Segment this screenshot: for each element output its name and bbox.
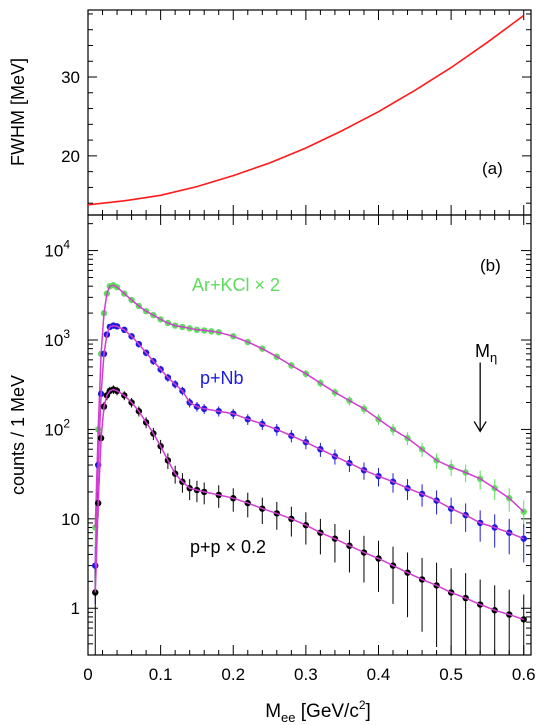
- series-pnb: [92, 322, 527, 604]
- y-tick-label: 102: [44, 416, 70, 439]
- data-point: [520, 616, 527, 623]
- panel-b: 1 10 102 103 104 0 0.1 0.2 0.3 0.4 0.5 0.6 counts …: [8, 214, 536, 725]
- y-tick-label: 20: [61, 147, 80, 166]
- data-point: [92, 589, 99, 596]
- fwhm-curve: [87, 14, 525, 206]
- panel-a-ylabel: FWHM [MeV]: [8, 58, 28, 166]
- y-tick-label: 30: [61, 68, 80, 87]
- x-tick-label: 0.2: [221, 665, 245, 684]
- x-tick-label: 0.3: [294, 665, 318, 684]
- panel-b-series: [92, 282, 527, 655]
- x-tick-label: 0.5: [439, 665, 463, 684]
- panel-b-label: (b): [480, 256, 501, 275]
- fit-curve: [94, 324, 524, 566]
- data-point: [520, 535, 527, 542]
- fit-curve: [94, 388, 524, 621]
- eta-label: M: [475, 341, 490, 361]
- x-tick-label: 0: [83, 665, 92, 684]
- series-arkcl: [92, 282, 527, 548]
- fit-curve: [94, 284, 525, 528]
- panel-b-x-ticks: 0 0.1 0.2 0.3 0.4 0.5 0.6: [83, 215, 536, 684]
- panel-a-x-ticks: [87, 10, 525, 215]
- panel-b-y-ticks: 1 10 102 103 104: [44, 223, 531, 656]
- x-tick-label: 0.1: [149, 665, 173, 684]
- eta-annotation: Mη: [473, 341, 497, 433]
- y-tick-label: 10: [61, 510, 80, 529]
- panel-b-frame: [87, 214, 532, 656]
- svg-text:Mη: Mη: [475, 341, 497, 365]
- x-tick-label: 0.6: [512, 665, 536, 684]
- panel-b-ylabel: counts / 1 MeV: [8, 375, 28, 495]
- y-tick-label: 104: [44, 238, 70, 261]
- eta-arrow-head: [473, 421, 487, 433]
- series-label-pnb: p+Nb: [200, 368, 244, 388]
- y-tick-label: 1: [71, 599, 80, 618]
- x-tick-label: 0.4: [367, 665, 391, 684]
- series-label-arkcl: Ar+KCl × 2: [192, 275, 280, 295]
- eta-subscript: η: [490, 350, 497, 365]
- y-tick-label: 103: [44, 327, 70, 350]
- x-axis-label: Mee [GeV/c2]: [265, 698, 371, 725]
- panel-a-label: (a): [482, 159, 503, 178]
- series-label-pp: p+p × 0.2: [190, 537, 266, 557]
- panel-a-frame: [87, 9, 532, 216]
- series-pp: [92, 385, 527, 655]
